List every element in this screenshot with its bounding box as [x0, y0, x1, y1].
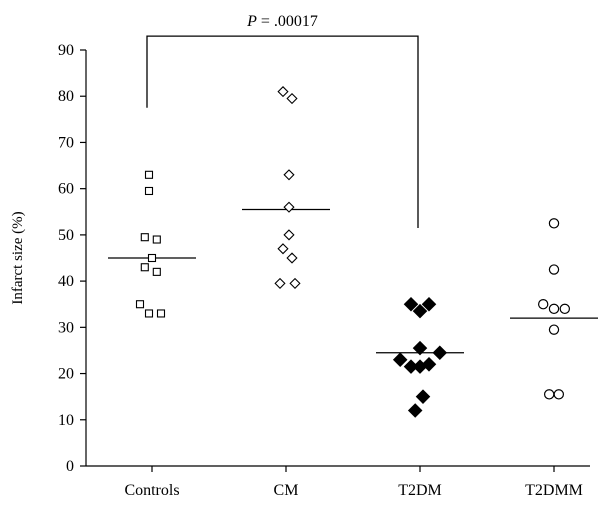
y-axis-label: Infarct size (%) [10, 211, 26, 304]
point-cm-1 [277, 86, 289, 98]
point-controls-7 [152, 267, 161, 276]
point-controls-10 [156, 309, 166, 318]
x-tick-label-t2dm: T2DM [398, 482, 442, 499]
y-tick-label-0: 0 [66, 458, 74, 475]
point-cm-4 [283, 201, 295, 213]
point-controls-1 [144, 170, 154, 179]
point-controls-9 [144, 309, 154, 318]
point-controls-6 [140, 263, 149, 272]
y-tick-label-60: 60 [58, 181, 74, 198]
y-tick-label-10: 10 [58, 412, 74, 429]
point-cm-8 [274, 277, 286, 290]
point-controls-5 [147, 253, 157, 263]
point-t2dm-1 [403, 296, 419, 312]
point-controls-8 [135, 300, 145, 309]
x-tick-label-t2dmm: T2DMM [525, 482, 583, 499]
y-tick-label-50: 50 [58, 227, 74, 244]
point-t2dm-10 [415, 389, 431, 404]
point-t2dmm-4 [548, 303, 560, 315]
point-t2dm-11 [407, 403, 423, 418]
point-t2dmm-8 [553, 389, 565, 400]
point-t2dmm-1 [548, 218, 560, 229]
point-cm-7 [286, 252, 298, 264]
point-t2dmm-3 [538, 299, 549, 310]
y-tick-label-40: 40 [58, 273, 74, 290]
p-value-number: = .00017 [257, 13, 318, 30]
y-tick-label-20: 20 [58, 366, 74, 383]
point-t2dmm-5 [559, 303, 571, 315]
point-cm-6 [277, 243, 289, 255]
point-t2dm-3 [421, 296, 437, 312]
point-t2dm-9 [421, 357, 437, 372]
point-cm-9 [289, 277, 301, 290]
point-cm-3 [283, 169, 295, 181]
p-value-annotation: P = .00017 [146, 13, 419, 228]
point-t2dm-5 [432, 345, 448, 361]
x-ticks: Controls CM T2DM T2DMM [124, 466, 583, 499]
x-tick-label-cm: CM [274, 482, 299, 499]
point-t2dmm-2 [548, 264, 560, 275]
point-controls-4 [152, 235, 161, 244]
point-cm-2 [286, 92, 298, 105]
point-t2dm-4 [412, 340, 428, 356]
y-tick-label-70: 70 [58, 134, 74, 151]
point-t2dmm-7 [544, 389, 555, 400]
y-tick-label-90: 90 [58, 42, 74, 59]
point-t2dmm-6 [548, 324, 560, 335]
x-tick-label-controls: Controls [124, 482, 179, 499]
median-lines [108, 208, 598, 354]
y-ticks: 0 10 20 30 40 50 60 70 80 90 [58, 42, 86, 475]
y-tick-label-30: 30 [58, 319, 74, 336]
p-symbol: P [246, 13, 257, 30]
point-cm-5 [283, 229, 295, 241]
point-t2dm-6 [392, 352, 408, 367]
point-controls-3 [140, 233, 149, 242]
data-points [135, 86, 571, 418]
axes [85, 50, 590, 467]
point-controls-2 [144, 186, 154, 196]
y-tick-label-80: 80 [58, 88, 74, 105]
p-value-label: P = .00017 [246, 13, 318, 30]
significance-bracket [146, 35, 419, 228]
point-t2dm-2 [412, 303, 428, 319]
